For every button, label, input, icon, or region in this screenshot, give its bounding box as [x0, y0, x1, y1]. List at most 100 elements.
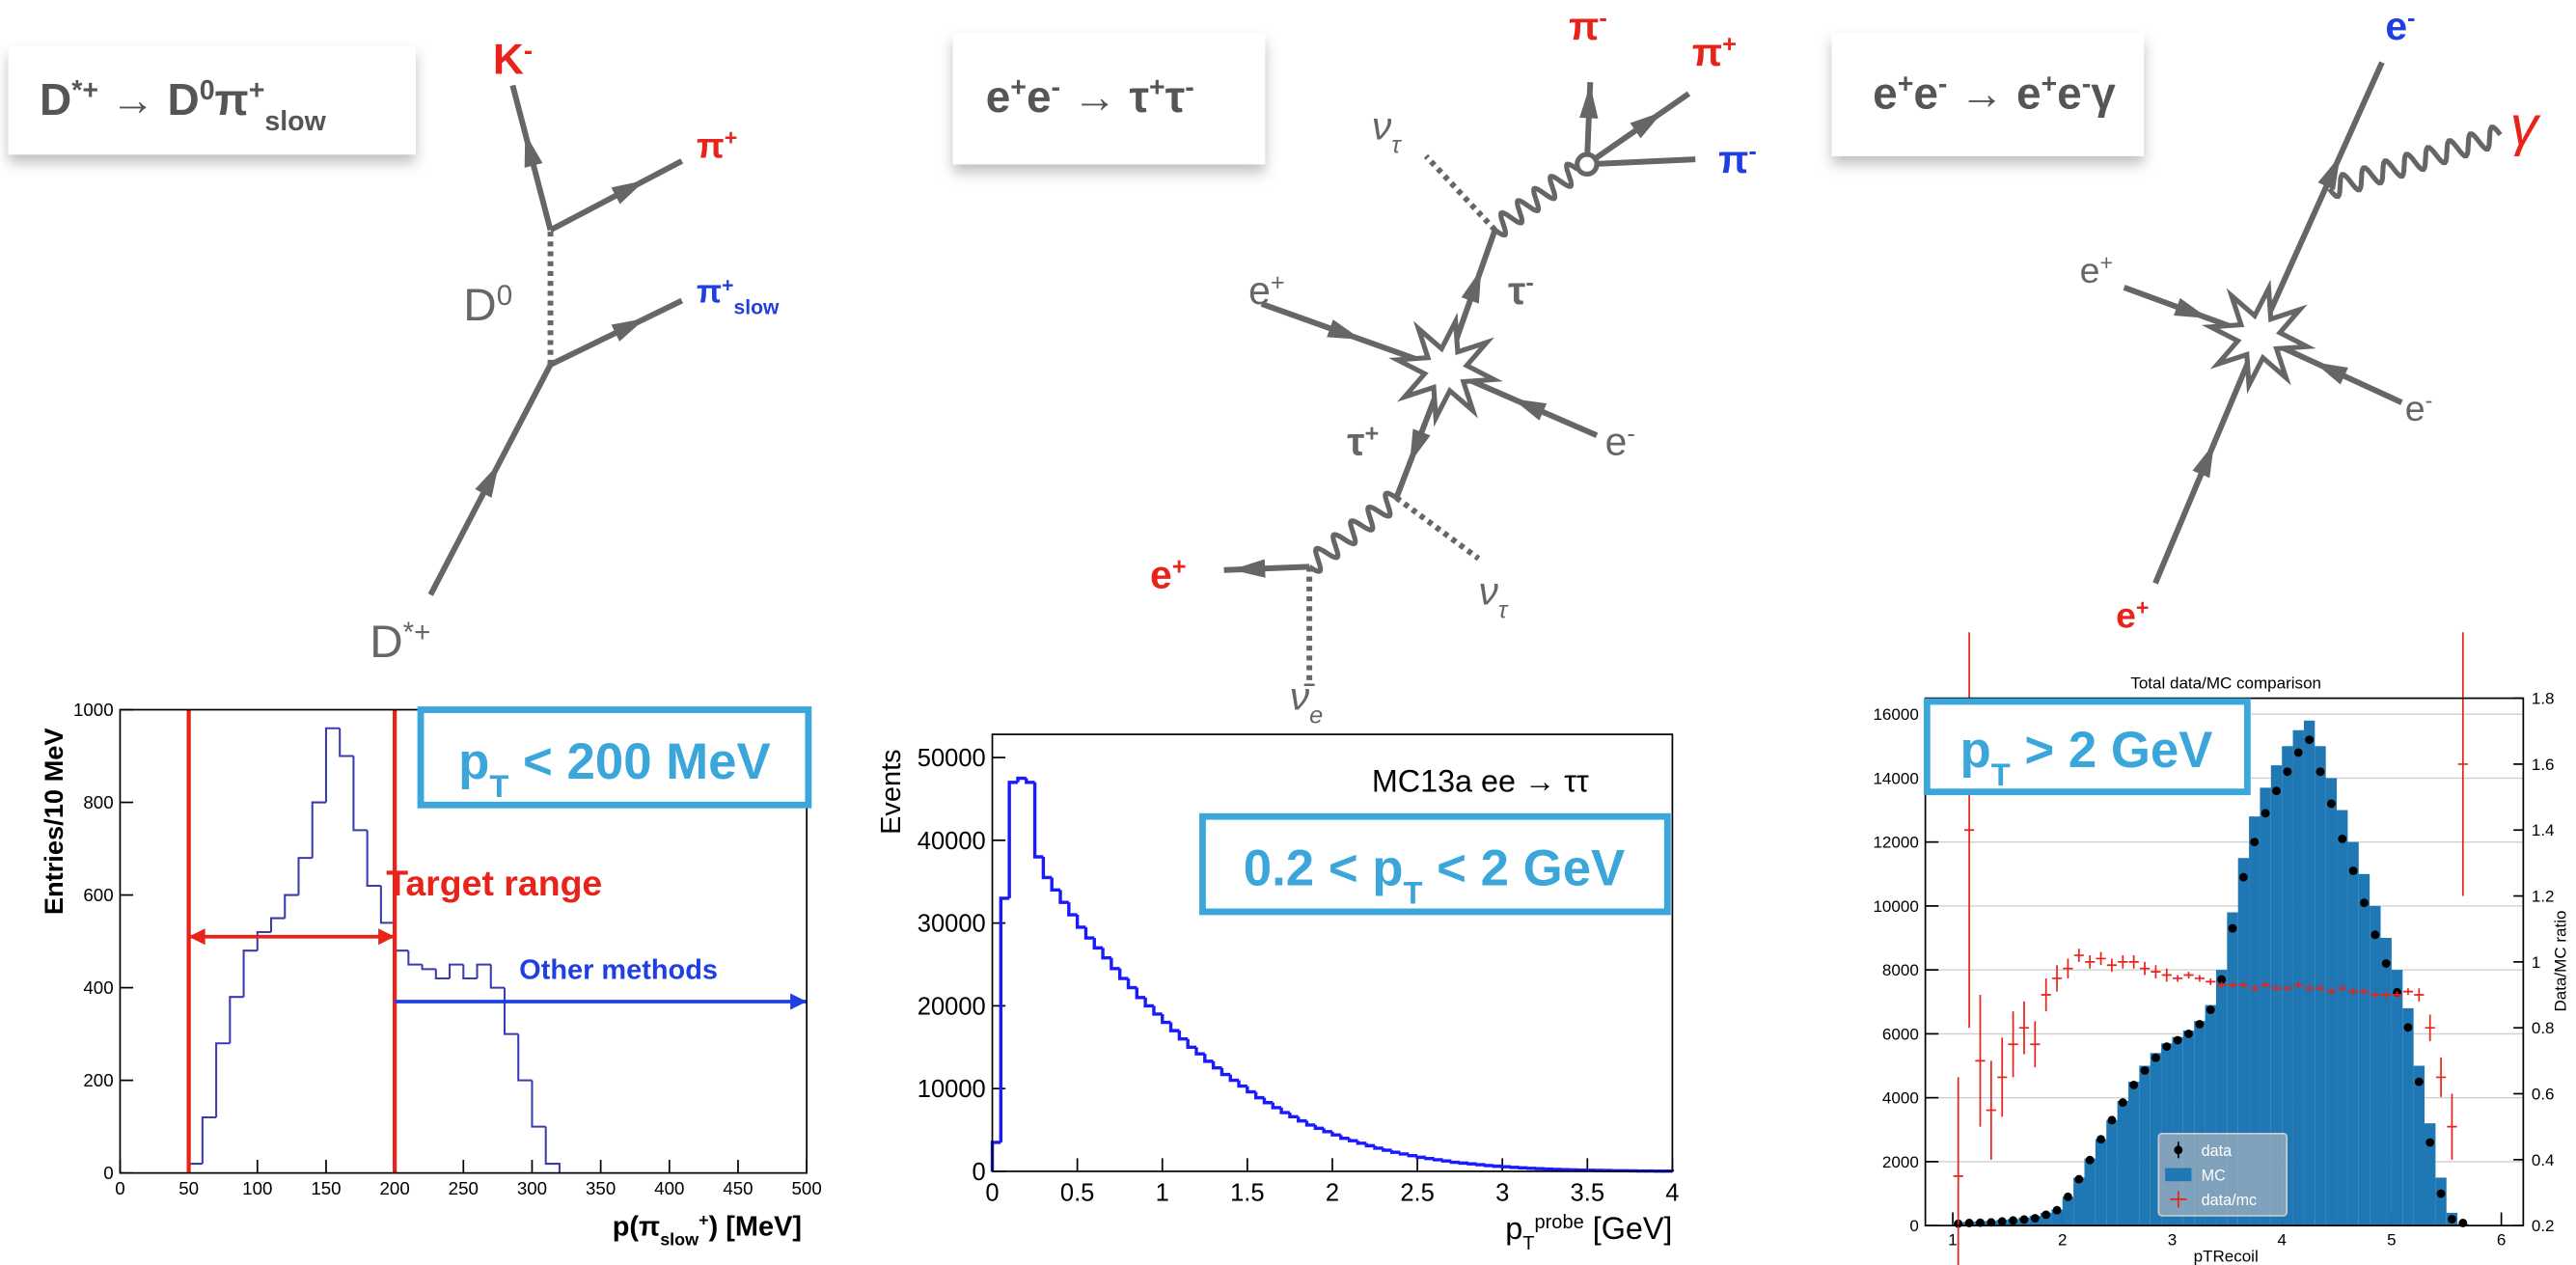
- mc-bar: [2402, 1007, 2414, 1226]
- mc-bar: [2358, 873, 2370, 1226]
- histogram-bin: [1424, 1156, 1435, 1161]
- superscript: -: [1748, 138, 1756, 165]
- x-axis-label: pTprobe [GeV]: [1505, 1211, 1672, 1254]
- data-point: [2370, 930, 2380, 940]
- y2-tick-label: 1: [2532, 953, 2540, 972]
- histogram-bin: [1177, 1031, 1189, 1041]
- y-tick-label: 800: [83, 792, 113, 812]
- histogram-bin: [1483, 1164, 1494, 1168]
- histogram-bin: [489, 964, 505, 989]
- histogram-bin: [1067, 902, 1078, 917]
- data-point: [2316, 767, 2325, 777]
- histogram-bin: [434, 969, 451, 980]
- ratio-point: [2392, 991, 2402, 999]
- x-tick-label: 3.5: [1571, 1180, 1604, 1207]
- x-tick-label: 3: [1495, 1180, 1509, 1207]
- histogram-bin: [1168, 1022, 1180, 1032]
- x-tick-label: 300: [517, 1178, 547, 1198]
- histogram-bin: [1398, 1152, 1410, 1156]
- mc-bar: [2260, 787, 2271, 1226]
- histogram-bin: [1135, 987, 1146, 1000]
- text-part: τ: [1347, 420, 1364, 464]
- ratio-point: [1997, 1037, 2008, 1117]
- histogram-bin: [1058, 890, 1069, 904]
- data-point: [2272, 786, 2281, 796]
- mc-bar: [2227, 912, 2238, 1226]
- legend-label: MC: [2202, 1167, 2226, 1184]
- histogram-bin: [1518, 1166, 1528, 1170]
- data-point: [2381, 959, 2391, 968]
- particle-label: e+: [1150, 553, 1187, 597]
- data-point: [2414, 1077, 2424, 1086]
- particle-label: τ-: [1508, 268, 1534, 313]
- x-tick-label: 250: [449, 1178, 479, 1198]
- data-point: [2305, 735, 2315, 745]
- histogram-bin: [1279, 1107, 1290, 1114]
- legend-label: data: [2202, 1142, 2232, 1160]
- particle-label: γ: [2510, 96, 2541, 157]
- particle-label: D0: [463, 280, 512, 332]
- superscript: -: [524, 35, 533, 65]
- mc-bar: [2205, 1004, 2216, 1226]
- superscript: +: [1365, 421, 1380, 448]
- histogram-bin: [1288, 1113, 1299, 1119]
- data-point: [2360, 898, 2369, 908]
- ratio-point: [2216, 981, 2227, 989]
- data-point: [2042, 1210, 2051, 1220]
- mc-bar: [2325, 778, 2338, 1226]
- chart: 0 10000 20000 30000 40000 50000 0 0.5 1 1.5 2 2.5 3 3…: [876, 733, 1680, 1254]
- ratio-point: [2030, 1021, 2041, 1068]
- cut-label: pT > 2 GeV: [1959, 722, 2212, 792]
- text-part: π: [215, 74, 249, 124]
- ratio-point: [2051, 965, 2063, 992]
- histogram-bin: [1492, 1164, 1503, 1169]
- ratio-point: [2347, 988, 2359, 996]
- y2-tick-label: 0.6: [2532, 1085, 2555, 1103]
- superscript: +: [1722, 31, 1737, 58]
- superscript: -: [2425, 388, 2433, 413]
- ratio-point: [2041, 977, 2051, 1012]
- ratio-point: [2008, 1011, 2018, 1078]
- histogram-bin: [1458, 1161, 1468, 1166]
- y2-tick-label: 0.4: [2532, 1151, 2555, 1169]
- interaction-vertex: [2201, 279, 2316, 395]
- y-tick-label: 14000: [1873, 769, 1918, 787]
- ratio-point: [2282, 984, 2292, 992]
- arrow-head: [1327, 319, 1362, 340]
- mc-bar: [2435, 1177, 2447, 1226]
- photon: [1494, 161, 1579, 238]
- histogram-bin: [1007, 781, 1018, 898]
- y-tick-label: 10000: [1873, 897, 1918, 916]
- histogram-bin: [1228, 1074, 1240, 1083]
- superscript: +: [2042, 69, 2058, 99]
- histogram-bin: [1075, 915, 1086, 929]
- superscript: +: [2136, 594, 2150, 619]
- data-point: [2052, 1205, 2062, 1215]
- mc-bar: [2139, 1065, 2151, 1226]
- text-part: e: [986, 71, 1011, 122]
- y2-tick-label: 1.4: [2532, 821, 2555, 839]
- histogram-bin: [1432, 1158, 1443, 1162]
- x-tick-label: 1.5: [1230, 1180, 1264, 1207]
- text-part: γ: [2510, 96, 2541, 157]
- arrow-head: [2192, 443, 2214, 479]
- photon: [1307, 490, 1398, 574]
- superscript: +: [722, 274, 733, 296]
- y-tick-label: 6000: [1882, 1025, 1919, 1043]
- histogram-bin: [1194, 1047, 1205, 1056]
- histogram-bin: [544, 1126, 561, 1173]
- ratio-point: [2402, 988, 2414, 996]
- histogram-bin: [1083, 926, 1095, 940]
- subscript: T: [1522, 1233, 1534, 1254]
- text-part: < 2 GeV: [1423, 840, 1626, 897]
- ratio-point: [2359, 988, 2370, 996]
- process-title: e+e- → e+e-γ: [1873, 68, 2116, 118]
- data-point: [2217, 975, 2227, 984]
- chart-title: Total data/MC comparison: [2130, 674, 2321, 692]
- process-box: [952, 33, 1266, 165]
- superscript: +: [1010, 72, 1027, 103]
- mc-bar: [2347, 841, 2359, 1226]
- superscript: +: [2099, 250, 2113, 275]
- data-point: [2085, 1155, 2095, 1165]
